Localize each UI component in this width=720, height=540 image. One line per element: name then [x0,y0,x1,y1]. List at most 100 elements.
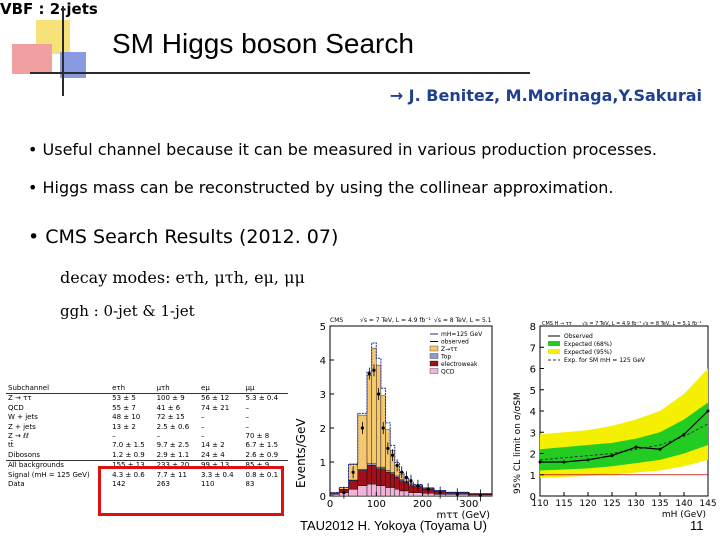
table-cell: W + jets [8,413,38,422]
plot-header-lumi: √s = 7 TeV, L = 4.9 fb⁻¹ √s = 8 TeV, L =… [582,321,702,327]
observed-point [634,445,638,449]
y-tick-label: 3 [320,390,326,401]
histogram-bar [389,473,395,488]
table-cell: 110 [201,480,215,489]
y-tick-label: 2 [320,424,326,435]
corner-line-horizontal [30,72,530,74]
legend-entry: Z→ττ [441,346,458,353]
observed-point [416,484,420,488]
observed-point [538,460,542,464]
table-cell: 4.3 ± 0.6 [112,470,145,479]
decay-modes: decay modes: eτh, μτh, eμ, μμ [60,268,305,287]
table-cell: – [245,422,249,431]
histogram-bar [380,468,386,487]
x-tick-label: 125 [603,499,620,509]
y-tick-label: 1 [530,471,536,482]
legend-entry: Top [440,354,451,361]
histogram-bar [348,480,358,490]
x-axis-label: mττ (GeV) [436,510,490,520]
y-tick-label: 0 [530,492,536,503]
table-cell: 3.3 ± 0.4 [201,470,234,479]
legend-entry: observed [441,339,469,346]
table-cell: 6.7 ± 1.5 [245,441,279,450]
histogram-bar [380,485,386,497]
table-header-cell: μμ [245,384,255,392]
histogram-bar [385,470,391,473]
table-cell: 142 [112,480,126,489]
observed-point [342,491,346,495]
table-row: Dibosons 1.2 ± 0.9 2.9 ± 1.1 24 ± 4 2.6 ± 0.… [6,451,288,461]
histogram-bar [408,492,414,497]
expected-68-band [540,402,708,471]
plot-header-7tev: √s = 7 TeV, L = 4.9 fb⁻¹ [360,317,431,324]
table-cell: QCD [8,403,24,412]
y-tick-label: 4 [320,356,326,367]
histogram-bar [371,465,377,485]
histogram-bar [389,472,395,475]
table-row: tt̄ 7.0 ± 1.5 9.7 ± 2.5 14 ± 2 6.7 ± 1.5 [6,441,288,450]
histogram-bar [376,466,382,470]
bullet-1: • Useful channel because it can be measu… [28,140,657,159]
observed-point [395,463,399,467]
x-axis-label: mH (GeV) [662,510,706,518]
table-cell: 83 [245,480,255,489]
histogram-bar [357,470,368,487]
table-cell: – [112,432,116,441]
table-cell: 263 [156,480,170,489]
observed-point [404,475,408,479]
table-row: Z → ℓℓ – – – 70 ± 8 [6,432,288,441]
table-header-cell: μτh [156,384,170,392]
table-header-cell: Subchannel [8,384,50,392]
observed-line [540,410,709,463]
results-table: Subchannel eτh μτh eμ μμ Z → ττ 53 ± 5 100 ± 9… [6,384,288,518]
histogram-bar [394,477,400,490]
histogram-bar [399,480,405,492]
x-tick-label: 300 [459,499,478,510]
table-cell: 7.0 ± 1.5 [112,441,145,450]
table-cell: – [201,422,205,431]
table-cell: 9.7 ± 2.5 [156,441,190,450]
legend-entry: QCD [441,369,455,376]
histogram-bar [376,485,382,497]
x-tick-label: 0 [327,499,333,510]
histogram-bar [380,466,386,470]
observed-point [455,492,459,496]
table-cell: 7.7 ± 11 [156,470,187,479]
observed-point [390,453,395,457]
histogram-bar [408,485,414,493]
x-tick-label: 130 [627,499,644,509]
y-tick-label: 7 [530,343,536,354]
x-tick-label: 100 [367,499,386,510]
table-cell: Signal (mH = 125 GeV) [8,470,90,479]
histogram-bar [366,483,372,497]
table-header-cell: eμ [201,384,210,392]
observed-point [381,426,385,430]
table-cell: 53 ± 5 [110,393,155,404]
authors-line: → J. Benitez, M.Morinaga,Y.Sakurai [389,86,702,105]
table-body: Z → ττ 53 ± 5 100 ± 9 56 ± 12 5.3 ± 0.4 QCD 55… [6,393,288,490]
table-row: All backgrounds 155 ± 13 233 ± 20 99 ± 13 85… [6,460,288,471]
table-cell: tt̄ [8,441,14,450]
legend-swatch [548,349,560,354]
observed-point [478,493,483,497]
y-tick-label: 2 [530,450,536,461]
table-row: Data 142 263 110 83 [6,480,288,489]
table-cell: 13 ± 2 [112,422,136,431]
table-cell: – [201,432,205,441]
y-tick-label: 0 [320,492,326,503]
histogram-bar [357,485,368,497]
slide-title: SM Higgs boson Search [112,28,414,59]
table-cell: Z → ττ [6,393,111,404]
y-tick-label: 5 [320,322,326,333]
y-tick-label: 5 [530,386,536,397]
y-axis-label: Events/GeV [294,418,308,488]
y-axis-label: 95% CL limit on σ/σSM [513,392,523,494]
histogram-bar [348,488,358,497]
legend-entry: Observed [564,333,593,340]
table-cell: Dibosons [8,450,41,459]
histogram-bar [366,463,372,466]
plot-header-cms: CMS [330,317,343,324]
observed-point [610,454,614,458]
observed-point [400,470,404,474]
corner-square-red [12,44,52,74]
